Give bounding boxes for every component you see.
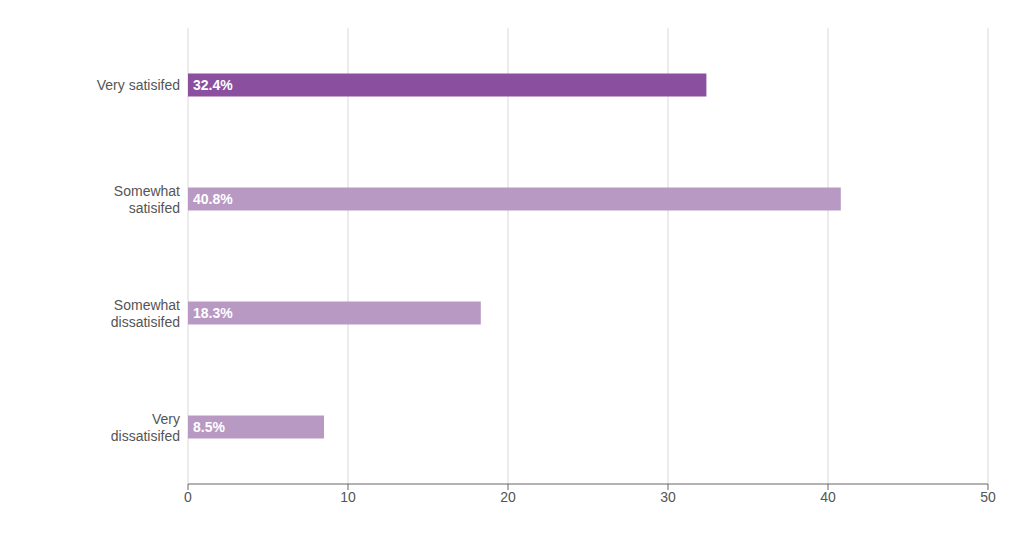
svg-text:0: 0 [184, 489, 192, 505]
svg-text:Verydissatisifed: Verydissatisifed [111, 411, 180, 444]
svg-text:50: 50 [980, 489, 996, 505]
svg-text:10: 10 [340, 489, 356, 505]
svg-text:40: 40 [820, 489, 836, 505]
svg-text:30: 30 [660, 489, 676, 505]
svg-text:32.4%: 32.4% [193, 77, 233, 93]
svg-text:18.3%: 18.3% [193, 305, 233, 321]
svg-text:20: 20 [500, 489, 516, 505]
svg-text:8.5%: 8.5% [193, 419, 225, 435]
svg-text:40.8%: 40.8% [193, 191, 233, 207]
svg-text:Somewhatsatisifed: Somewhatsatisifed [114, 183, 180, 216]
svg-text:Very satisifed: Very satisifed [97, 77, 180, 93]
svg-text:Somewhatdissatisifed: Somewhatdissatisifed [111, 297, 180, 330]
